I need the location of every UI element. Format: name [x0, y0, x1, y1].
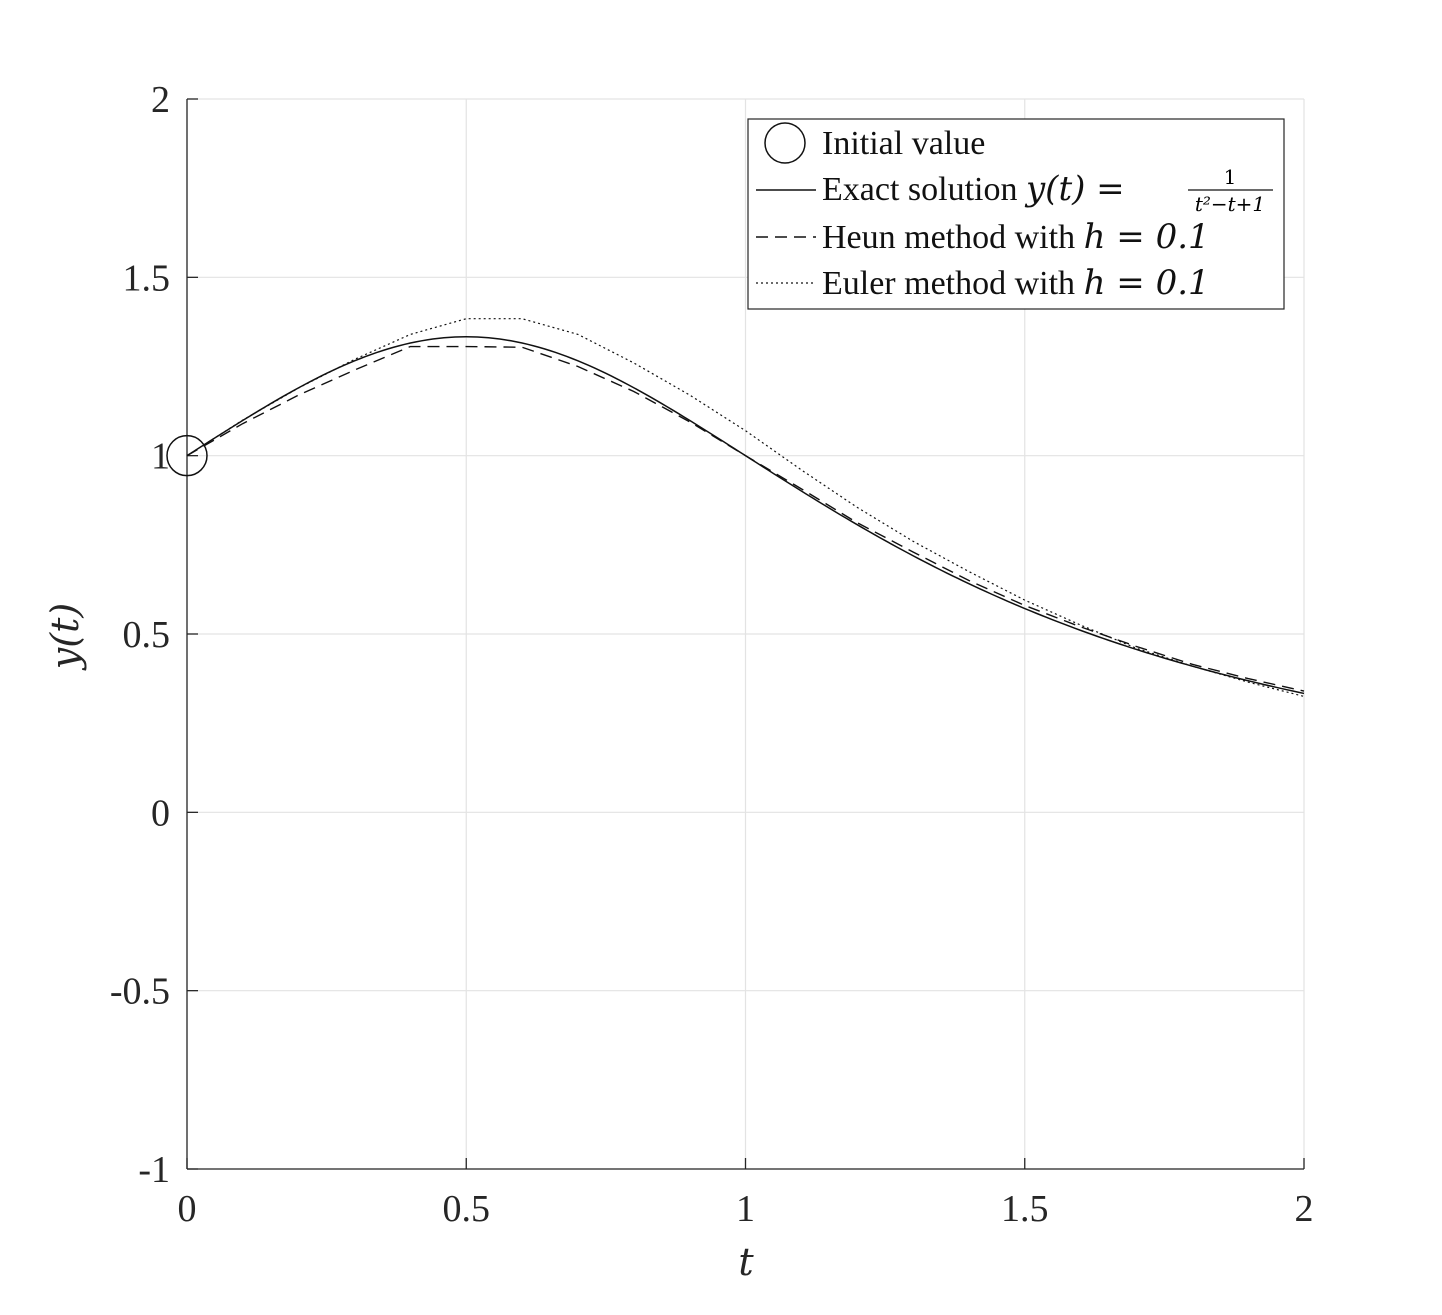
- tick-labels: 0 0.5 1 1.5 2 -1 -0.5 0 0.5 1 1.5 2: [110, 79, 1314, 1230]
- legend-exact-prefix: Exact solution: [822, 171, 1026, 208]
- y-tick-label: -1: [138, 1149, 170, 1191]
- legend-heun-math: h = 0.1: [1084, 217, 1210, 257]
- y-tick-label: 1.5: [123, 257, 171, 299]
- series-line-dashed: [186, 345, 1305, 692]
- x-tick-label: 1: [736, 1188, 755, 1230]
- x-tick-label: 0: [178, 1188, 197, 1230]
- y-tick-label: 0: [151, 792, 170, 834]
- plot-area: [166, 318, 1305, 698]
- legend-heun-prefix: Heun method with: [822, 219, 1084, 256]
- y-tick-label: -0.5: [110, 971, 170, 1013]
- legend-initial-marker: [764, 122, 806, 164]
- legend-heun-label: Heun method with h = 0.1: [822, 217, 1210, 257]
- legend-exact-numerator: 1: [1224, 165, 1237, 189]
- legend-euler-math: h = 0.1: [1084, 263, 1210, 303]
- axes: [186, 98, 1305, 1170]
- legend-euler-prefix: Euler method with: [822, 265, 1084, 302]
- legend-box: [747, 118, 1285, 310]
- y-tick-label: 1: [151, 436, 170, 478]
- y-tick-label: 2: [151, 79, 170, 121]
- y-tick-label: 0.5: [123, 614, 171, 656]
- legend-exact-label: Exact solution y(t) =: [822, 169, 1125, 209]
- y-axis-label: y(t): [43, 603, 87, 671]
- x-axis-label: t: [738, 1240, 754, 1284]
- legend-exact-math: y(t) =: [1024, 169, 1125, 209]
- legend: Initial value Exact solution y(t) = 1 t²…: [747, 118, 1285, 310]
- legend-initial-label: Initial value: [822, 125, 985, 162]
- x-tick-label: 1.5: [1001, 1188, 1049, 1230]
- legend-exact-denominator: t²−t+1: [1195, 192, 1265, 216]
- x-tick-label: 0.5: [443, 1188, 491, 1230]
- legend-euler-label: Euler method with h = 0.1: [822, 263, 1210, 303]
- initial-value-marker: [166, 434, 208, 477]
- x-tick-label: 2: [1295, 1188, 1314, 1230]
